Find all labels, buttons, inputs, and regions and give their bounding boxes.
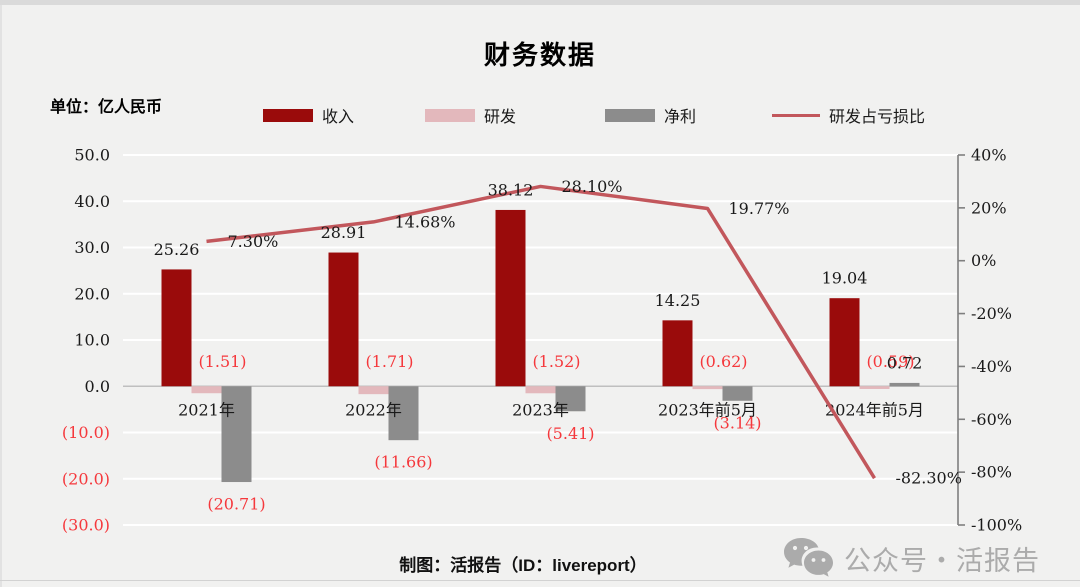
- ratio-data-label: 14.68%: [395, 212, 456, 231]
- bar-net-2: [555, 386, 586, 412]
- rnd-data-label: (0.62): [699, 352, 747, 371]
- legend-label-rnd: 研发: [484, 107, 517, 126]
- rnd-swatch-icon: [425, 108, 475, 122]
- legend-item-rnd: 研发: [425, 103, 516, 127]
- legend-item-net: 净利: [605, 103, 696, 127]
- net-data-label: (5.41): [546, 424, 594, 443]
- left-axis-tick: (10.0): [62, 423, 110, 442]
- ratio-line-series: [206, 184, 876, 480]
- category-label: 2023年前5月: [658, 401, 757, 420]
- bar-rnd-1: [358, 386, 389, 395]
- bar-revenue-4: [829, 298, 860, 387]
- revenue-data-label: 28.91: [321, 223, 367, 242]
- right-axis-tick: -20%: [971, 304, 1012, 323]
- bar-net-4: [889, 382, 920, 387]
- bar-net-1: [388, 386, 419, 441]
- left-axis-tick: (30.0): [62, 516, 110, 535]
- legend-label-ratio-line: 研发占亏损比: [829, 107, 926, 126]
- category-label: 2024年前5月: [825, 401, 924, 420]
- bar-rnd-0: [191, 386, 222, 394]
- right-axis-tick: -100%: [971, 516, 1022, 535]
- net-data-label: 0.72: [887, 353, 923, 372]
- legend-item-revenue: 收入: [263, 103, 354, 127]
- left-axis-tick: 40.0: [74, 192, 110, 211]
- ratio-data-label: 19.77%: [729, 199, 790, 218]
- left-axis-tick: 50.0: [74, 146, 110, 165]
- net-data-label: (3.14): [713, 413, 761, 432]
- page-title: 财务数据: [483, 40, 596, 70]
- rnd-data-label: (1.52): [532, 352, 580, 371]
- bar-net-0: [221, 386, 252, 483]
- bar-revenue-0: [161, 269, 192, 387]
- wechat-icon: [784, 538, 833, 577]
- rnd-data-label: (1.71): [365, 352, 413, 371]
- bar-rnd-4: [859, 386, 890, 389]
- watermark-text: 公众号・活报告: [844, 545, 1040, 576]
- revenue-swatch-icon: [263, 108, 313, 122]
- bar-revenue-3: [662, 320, 693, 387]
- left-axis-tick: 0.0: [85, 377, 110, 396]
- left-axis-tick: 30.0: [74, 238, 110, 257]
- category-label: 2023年: [512, 401, 569, 420]
- net-data-label: (11.66): [374, 453, 432, 472]
- revenue-data-label: 14.25: [655, 291, 701, 310]
- right-axis-tick: -80%: [971, 463, 1012, 482]
- rnd-data-label: (0.59): [866, 352, 914, 371]
- right-axis-tick: -40%: [971, 357, 1012, 376]
- legend-item-ratio-line: 研发占亏损比: [772, 103, 925, 127]
- left-axis-tick: 20.0: [74, 284, 110, 303]
- watermark: 公众号・活报告: [782, 537, 1040, 579]
- right-axis-tick: -60%: [971, 410, 1012, 429]
- chart-canvas: 50.0 40.0 30.0 20.0 10.0 0.0 (10.0) (20.0) (30.0…: [62, 146, 1022, 535]
- footer-credit: 制图：活报告（ID：livereport）: [399, 556, 647, 575]
- revenue-data-label: 25.26: [154, 240, 200, 259]
- right-axis-tick: 20%: [971, 198, 1007, 217]
- bar-net-3: [722, 386, 753, 401]
- revenue-data-label: 38.12: [488, 180, 534, 199]
- ratio-data-label: 28.10%: [562, 177, 623, 196]
- net-swatch-icon: [605, 108, 655, 122]
- right-axis-tick: 40%: [971, 146, 1007, 165]
- net-data-label: (20.71): [207, 495, 265, 514]
- left-axis-tick: (20.0): [62, 469, 110, 488]
- revenue-data-label: 19.04: [822, 269, 868, 288]
- bar-revenue-1: [328, 252, 359, 387]
- bar-revenue-2: [495, 209, 526, 387]
- bar-rnd-3: [692, 386, 723, 390]
- left-axis-tick: 10.0: [74, 331, 110, 350]
- bar-rnd-2: [525, 386, 556, 394]
- rnd-data-label: (1.51): [198, 352, 246, 371]
- line-swatch-icon: [772, 113, 820, 117]
- right-axis-tick: 0%: [971, 251, 996, 270]
- category-label: 2022年: [345, 401, 402, 420]
- ratio-data-label: -82.30%: [896, 469, 962, 488]
- unit-label: 单位：亿人民币: [50, 99, 163, 116]
- ratio-data-label: 7.30%: [228, 232, 279, 251]
- category-label: 2021年: [178, 401, 235, 420]
- legend-label-net: 净利: [664, 107, 697, 126]
- legend-label-revenue: 收入: [322, 107, 355, 126]
